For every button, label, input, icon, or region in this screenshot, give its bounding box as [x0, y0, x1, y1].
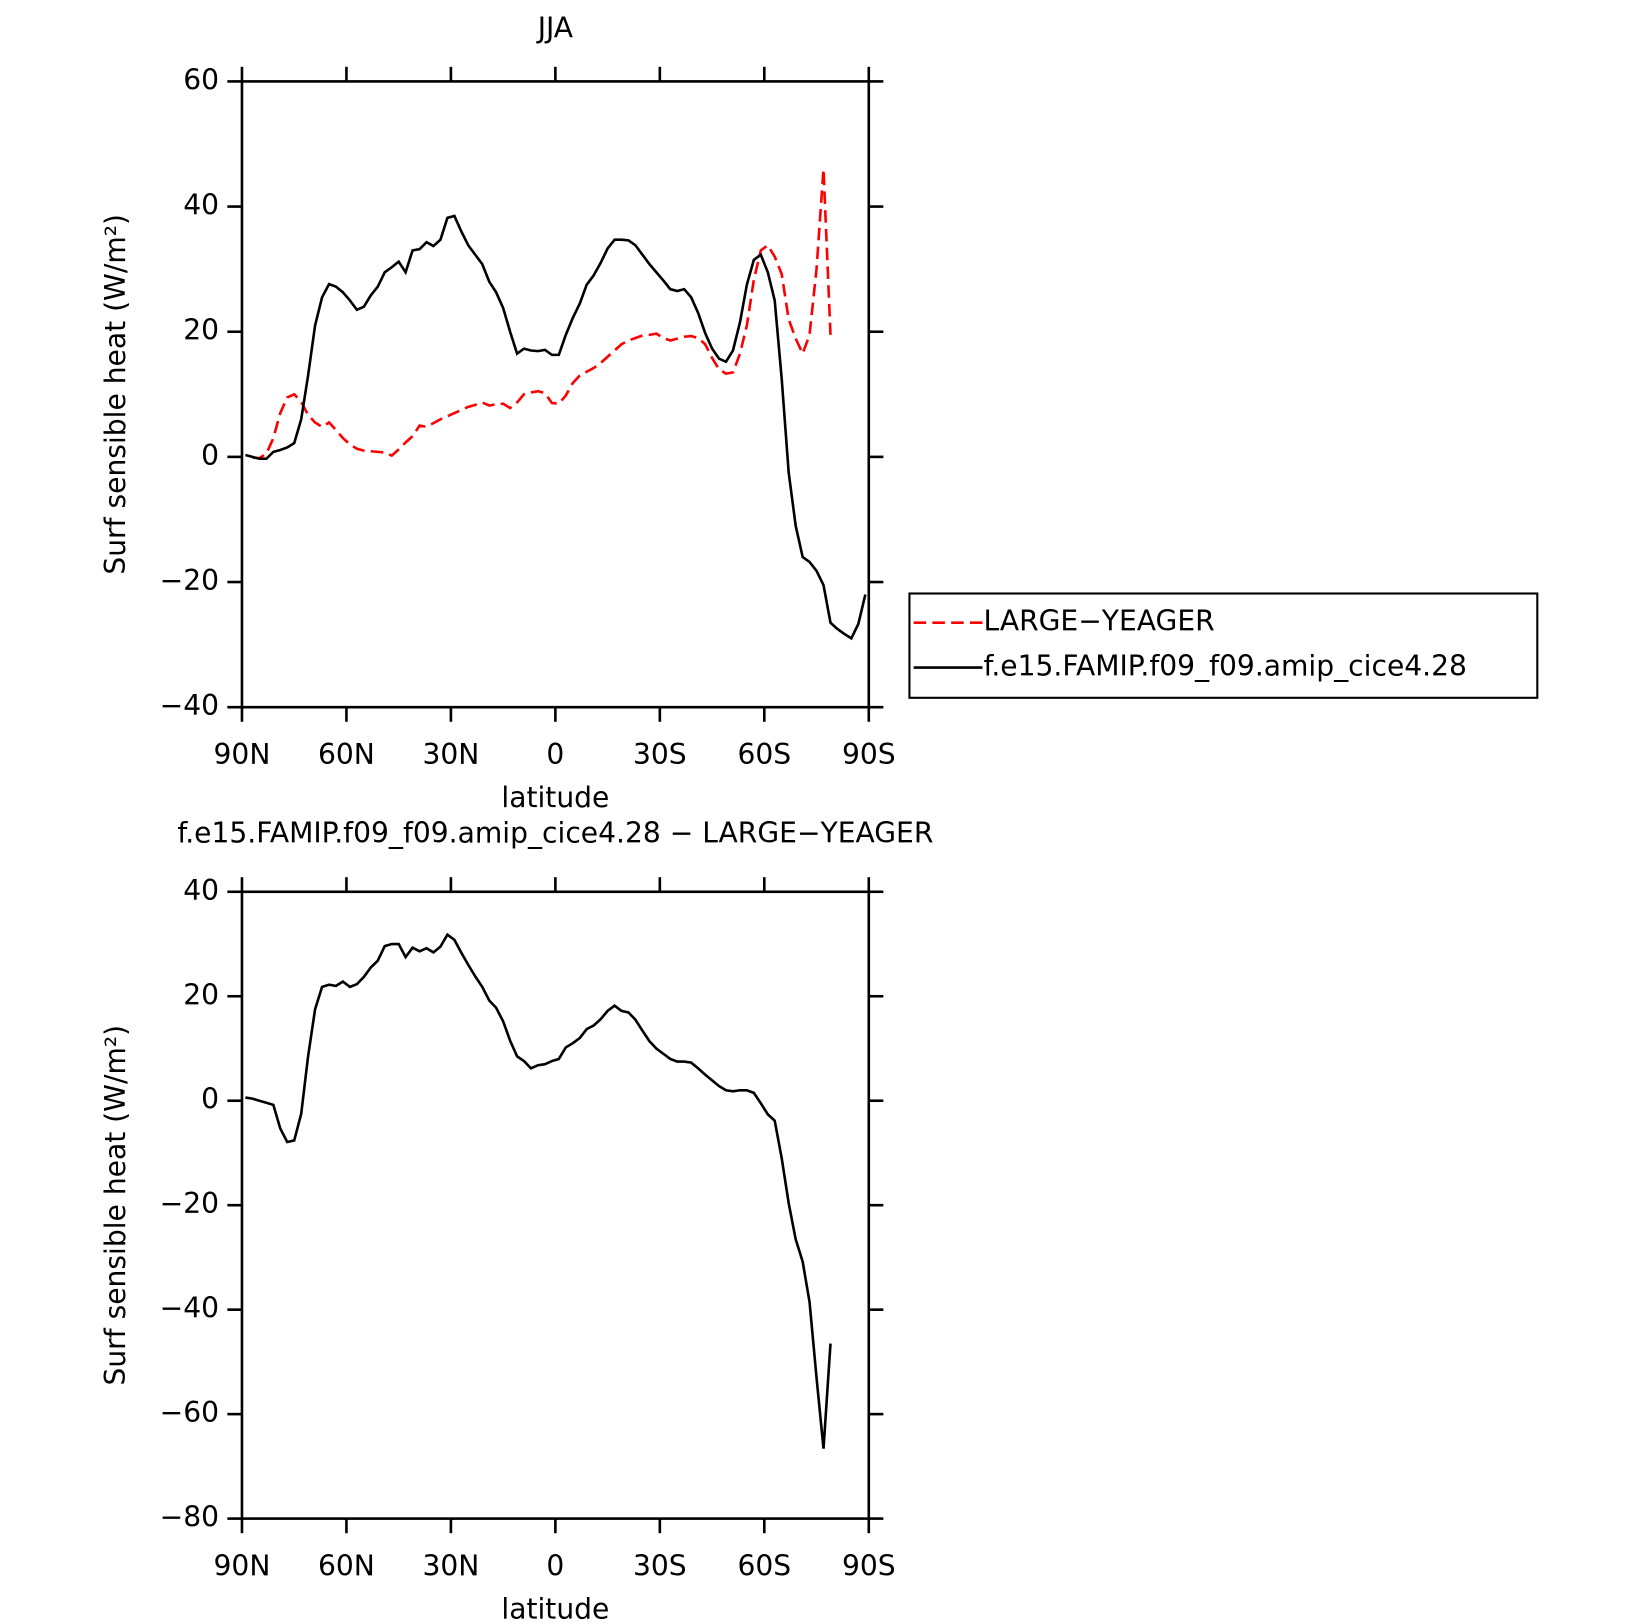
- data-line: [245, 932, 832, 1449]
- y-tick-label: −20: [160, 564, 219, 597]
- x-tick-label: 90S: [842, 738, 896, 771]
- y-axis-label: Surf sensible heat (W/m²): [99, 214, 132, 575]
- data-line: [245, 214, 867, 641]
- x-tick-label: 0: [546, 738, 564, 771]
- x-tick-label: 60N: [318, 1550, 375, 1583]
- y-tick-label: 0: [201, 1083, 219, 1116]
- x-tick-label: 60N: [318, 738, 375, 771]
- plot-frame: [240, 80, 871, 709]
- y-tick-label: 20: [183, 978, 219, 1011]
- y-tick-label: 0: [201, 439, 219, 472]
- x-tick-label: 30S: [633, 1550, 687, 1583]
- x-tick-label: 30N: [422, 1550, 479, 1583]
- x-tick-label: 60S: [737, 1550, 791, 1583]
- y-tick-label: −80: [160, 1501, 219, 1534]
- x-axis-label: latitude: [501, 781, 609, 814]
- y-tick-label: 40: [183, 189, 219, 222]
- y-tick-label: −60: [160, 1396, 219, 1429]
- chart-title: f.e15.FAMIP.f09_f09.amip_cice4.28 − LARG…: [177, 816, 933, 849]
- x-tick-label: 0: [546, 1550, 564, 1583]
- x-tick-label: 60S: [737, 738, 791, 771]
- x-tick-label: 90S: [842, 1550, 896, 1583]
- x-tick-label: 30S: [633, 738, 687, 771]
- y-tick-label: 60: [183, 63, 219, 96]
- x-axis-label: latitude: [501, 1592, 609, 1624]
- legend-label: f.e15.FAMIP.f09_f09.amip_cice4.28: [984, 650, 1467, 683]
- y-tick-label: −20: [160, 1187, 219, 1220]
- data-line: [252, 168, 832, 460]
- legend-label: LARGE−YEAGER: [984, 605, 1215, 638]
- legend-box: [908, 592, 1539, 699]
- y-tick-label: −40: [160, 1292, 219, 1325]
- y-axis-label: Surf sensible heat (W/m²): [99, 1025, 132, 1386]
- y-tick-label: 20: [183, 314, 219, 347]
- x-tick-label: 90N: [214, 738, 271, 771]
- chart-title: JJA: [536, 11, 574, 44]
- x-tick-label: 90N: [214, 1550, 271, 1583]
- y-tick-label: 40: [183, 874, 219, 907]
- x-tick-label: 30N: [422, 738, 479, 771]
- y-tick-label: −40: [160, 689, 219, 722]
